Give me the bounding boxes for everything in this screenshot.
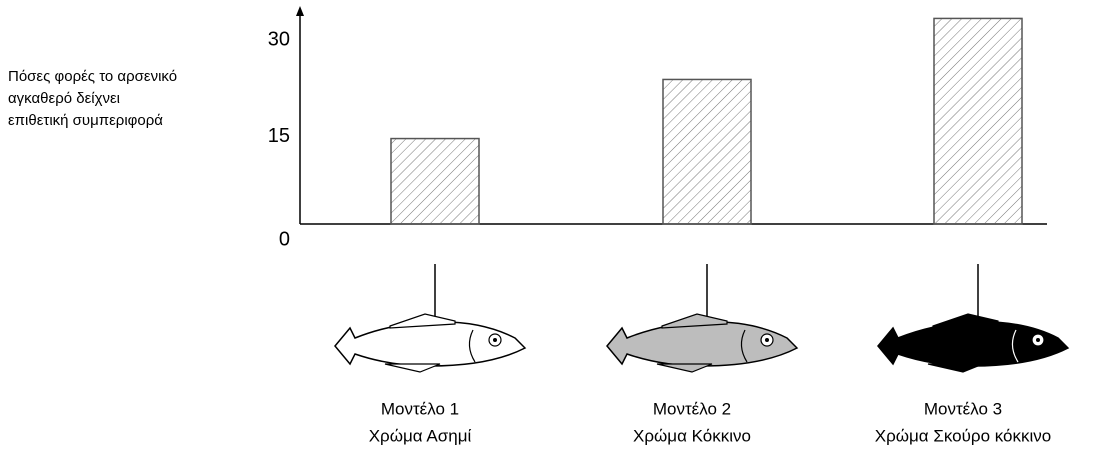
bar (391, 139, 479, 224)
x-tick-sublabel: Χρώμα Κόκκινο (633, 426, 751, 445)
y-tick-label: 15 (268, 125, 290, 147)
y-tick-label: 30 (268, 29, 290, 51)
fish-pupil (1036, 338, 1040, 342)
x-tick-label: Μοντέλο 3 (924, 399, 1002, 418)
bar (934, 18, 1022, 224)
x-tick-label: Μοντέλο 2 (653, 399, 731, 418)
x-tick-sublabel: Χρώμα Σκούρο κόκκινο (875, 426, 1052, 445)
axis-arrow (296, 6, 304, 16)
bar (663, 79, 751, 224)
y-axis-label: αγκαθερό δείχνει (8, 90, 120, 107)
chart: Πόσες φορές το αρσενικό αγκαθερό δείχνει ε… (0, 0, 1105, 454)
fish-fin (657, 364, 712, 372)
fish-pupil (765, 338, 769, 342)
y-tick-label: 0 (279, 228, 290, 250)
fish-fin (385, 364, 440, 372)
fish-fin (928, 364, 983, 372)
fish-pupil (493, 338, 497, 342)
x-tick-sublabel: Χρώμα Ασημί (369, 426, 472, 445)
y-axis-label: Πόσες φορές το αρσενικό (8, 68, 177, 85)
y-axis-label: επιθετική συμπεριφορά (8, 112, 163, 129)
x-tick-label: Μοντέλο 1 (381, 399, 459, 418)
